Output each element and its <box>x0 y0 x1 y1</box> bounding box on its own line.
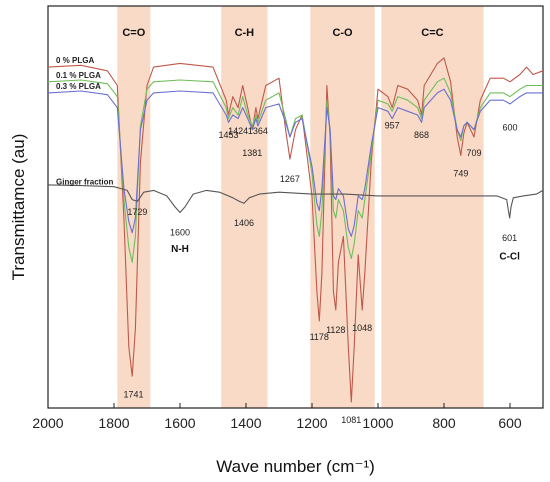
series-label: 0.3 % PLGA <box>56 82 101 91</box>
band-1 <box>117 6 151 408</box>
x-tick-label: 1000 <box>362 415 393 431</box>
x-tick-label: 1800 <box>98 415 129 431</box>
series-label: 0 % PLGA <box>56 56 94 65</box>
peak-label: 601 <box>502 233 517 243</box>
highlight-bands: C=O C-H C-O C=C <box>117 6 484 408</box>
peak-label: 709 <box>467 148 482 158</box>
series-line-3 <box>47 88 543 237</box>
series-label: 0.1 % PLGA <box>56 71 101 80</box>
series-lines <box>47 57 544 403</box>
peak-label: 1453 <box>218 130 238 140</box>
peak-label: 1081 <box>341 415 361 425</box>
peak-label: 1600 <box>170 227 190 237</box>
band-label: C-O <box>332 27 353 39</box>
group-label: N-H <box>171 244 189 255</box>
x-axis-ticks: 2000 1800 1600 1400 1200 1000 800 600 <box>32 403 522 431</box>
peak-label: 957 <box>385 121 400 131</box>
x-tick-label: 2000 <box>32 415 63 431</box>
peak-label: 1729 <box>127 207 147 217</box>
peak-label: 600 <box>502 122 517 132</box>
x-axis-title: Wave number (cm⁻¹) <box>216 457 375 476</box>
band-2 <box>221 6 268 408</box>
y-axis-title: Transmittamce (au) <box>9 134 28 281</box>
x-tick-label: 800 <box>432 415 456 431</box>
series-labels: 0 % PLGA 0.1 % PLGA 0.3 % PLGA Ginger fract… <box>56 56 113 186</box>
peak-label: 1406 <box>234 218 254 228</box>
x-tick-label: 1600 <box>164 415 195 431</box>
peak-label: 1741 <box>123 389 143 399</box>
series-line-4 <box>47 184 544 219</box>
peak-label: 1364 <box>248 126 268 136</box>
peak-label: 868 <box>414 130 429 140</box>
peak-label: 1048 <box>352 323 372 333</box>
x-tick-label: 1400 <box>230 415 261 431</box>
group-labels: N-H C-Cl <box>171 244 520 262</box>
series-line-1 <box>47 57 544 403</box>
peak-label: 749 <box>453 168 468 178</box>
series-label: Ginger fraction <box>56 178 113 187</box>
band-4 <box>381 6 484 408</box>
band-label: C-H <box>235 27 255 39</box>
peak-label: 1267 <box>280 174 300 184</box>
peak-label: 1128 <box>326 325 345 335</box>
peak-label: 1381 <box>242 148 262 158</box>
peak-label: 1424 <box>228 126 248 136</box>
peak-label: 1178 <box>310 332 329 342</box>
band-label: C=O <box>122 27 145 39</box>
x-tick-label: 600 <box>498 415 522 431</box>
band-label: C=C <box>421 27 443 39</box>
group-label: C-Cl <box>499 251 520 262</box>
series-line-2 <box>47 77 543 263</box>
plot-frame <box>47 5 544 409</box>
x-tick-label: 1200 <box>296 415 327 431</box>
